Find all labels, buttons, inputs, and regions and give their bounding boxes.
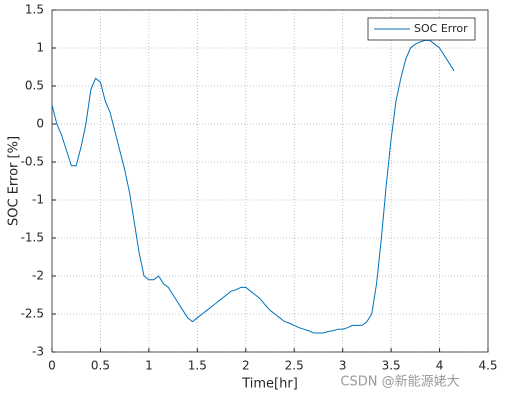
x-tick-label: 4.5 (478, 359, 497, 373)
y-tick-label: -3 (32, 345, 44, 359)
x-tick-label: 3.5 (382, 359, 401, 373)
x-tick-label: 2 (242, 359, 250, 373)
y-tick-label: -2 (32, 269, 44, 283)
x-tick-label: 0 (48, 359, 56, 373)
y-tick-label: -1.5 (21, 231, 44, 245)
x-tick-label: 2.5 (285, 359, 304, 373)
y-tick-label: 0.5 (25, 79, 44, 93)
x-tick-label: 1.5 (188, 359, 207, 373)
x-tick-label: 4 (436, 359, 444, 373)
y-tick-label: -0.5 (21, 155, 44, 169)
y-tick-label: 1.5 (25, 3, 44, 17)
y-tick-label: 1 (36, 41, 44, 55)
legend-box (367, 17, 476, 41)
plot-frame (51, 9, 489, 353)
y-tick-label: -1 (32, 193, 44, 207)
data-line (51, 39, 455, 334)
x-tick-label: 0.5 (91, 359, 110, 373)
watermark: CSDN @新能源姥大 (340, 374, 459, 390)
y-tick-label: -2.5 (21, 307, 44, 321)
x-tick-label: 3 (339, 359, 347, 373)
x-axis-label: Time[hr] (241, 377, 298, 392)
y-axis-label: SOC Error [%] (7, 136, 22, 226)
y-tick-label: 0 (36, 117, 44, 131)
legend-label: SOC Error (414, 22, 468, 35)
legend: SOC Error (367, 17, 476, 41)
x-tick-label: 1 (145, 359, 153, 373)
